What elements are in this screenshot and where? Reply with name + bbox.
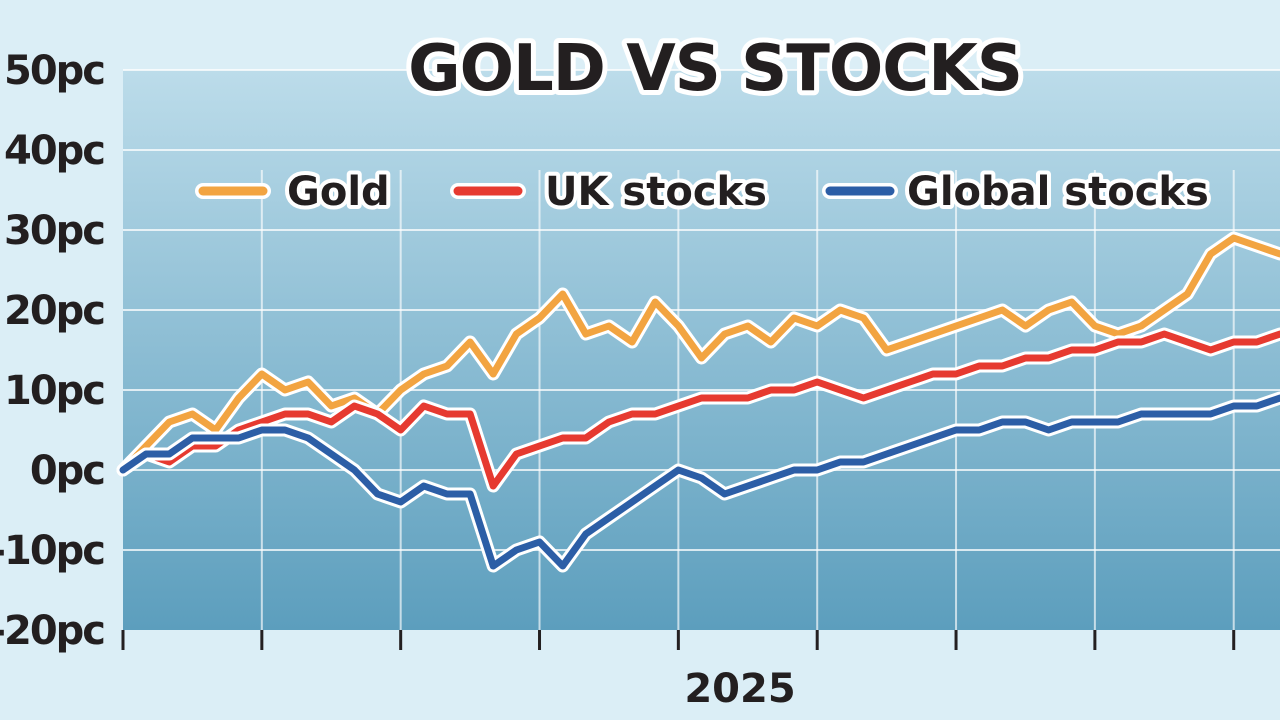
- legend: Gold UK stocks Global stocks: [195, 165, 1213, 219]
- x-axis-label: 2025: [684, 666, 795, 712]
- x-axis-ticks: [121, 630, 1236, 650]
- legend-label-gold: Gold: [287, 169, 390, 215]
- legend-label-uk-stocks: UK stocks: [545, 169, 767, 215]
- chart-title: GOLD VS STOCKS: [408, 32, 1022, 106]
- y-tick-label: 30pc: [4, 208, 104, 254]
- series-line-global-stocks: [119, 394, 1280, 570]
- y-tick-label: 20pc: [4, 288, 104, 334]
- legend-item-gold: Gold: [195, 165, 394, 219]
- y-tick-label: -10pc: [0, 528, 104, 574]
- legend-item-global-stocks: Global stocks: [822, 165, 1213, 219]
- legend-label-global-stocks: Global stocks: [907, 169, 1209, 215]
- series-lines: [116, 231, 1280, 573]
- series-line-gold: [119, 234, 1280, 474]
- y-tick-label: 10pc: [4, 368, 104, 414]
- legend-item-uk-stocks: UK stocks: [450, 165, 771, 219]
- y-tick-label: 0pc: [30, 448, 104, 494]
- series-line-uk-stocks: [119, 330, 1280, 490]
- y-tick-label: -20pc: [0, 608, 104, 654]
- y-axis-tick-labels: 50pc 40pc 30pc 20pc 10pc 0pc -10pc -20pc: [0, 48, 106, 654]
- y-tick-label: 50pc: [4, 48, 104, 94]
- y-tick-label: 40pc: [4, 128, 104, 174]
